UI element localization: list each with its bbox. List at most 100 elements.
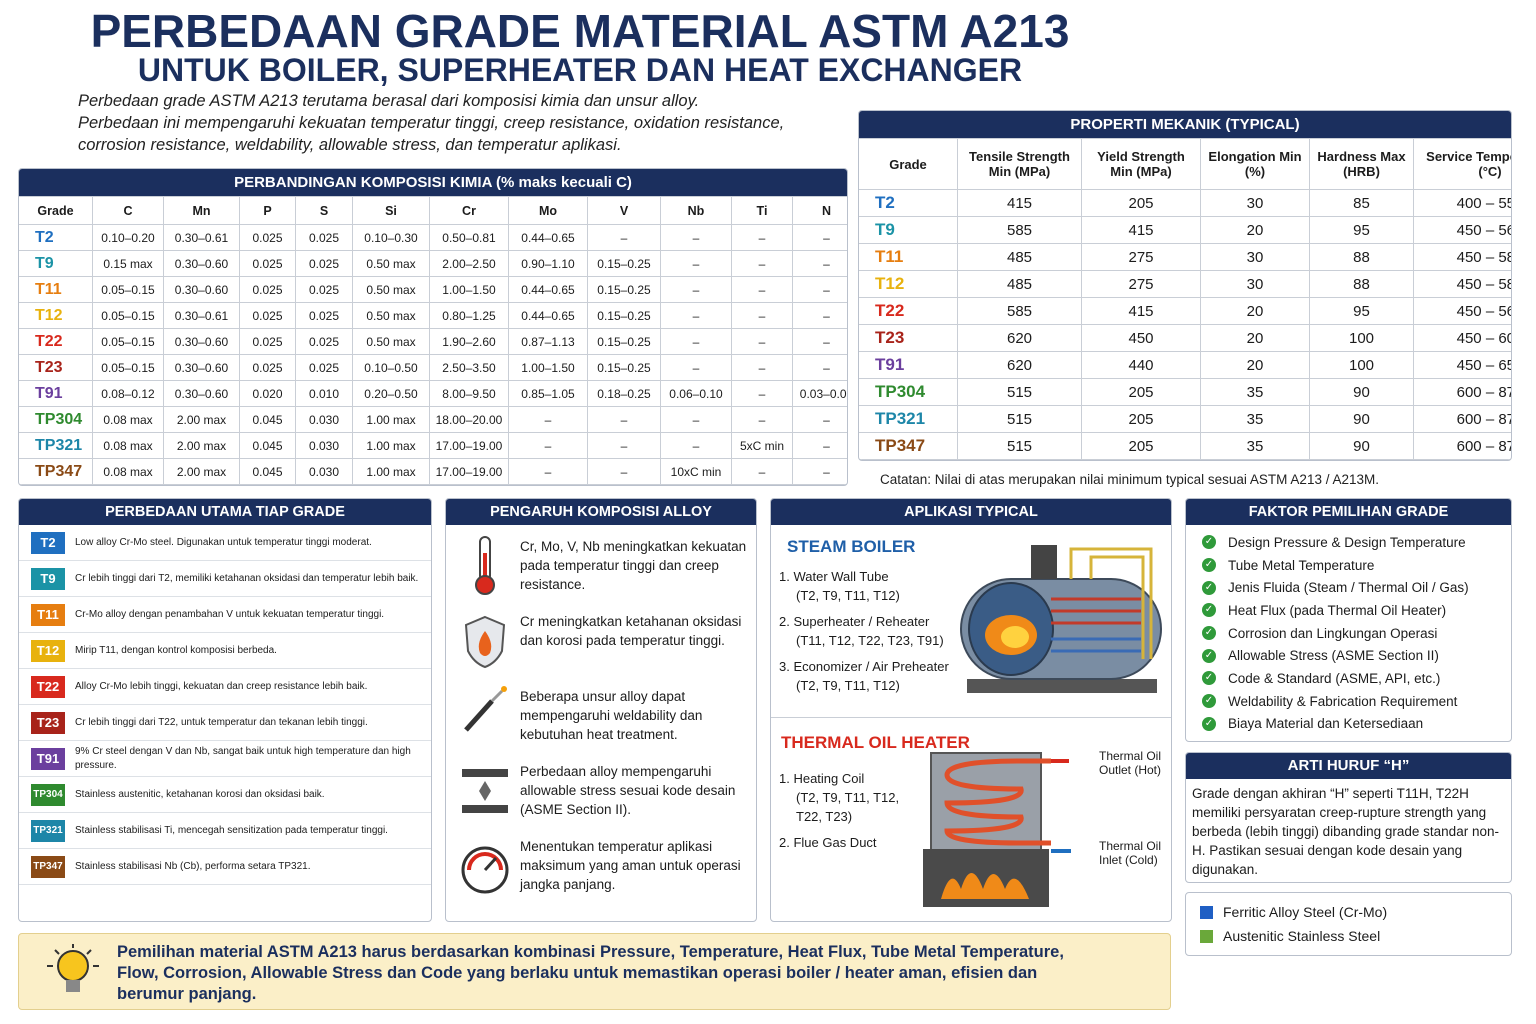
cell: 0.30–0.60 <box>163 328 240 355</box>
factor-text: Biaya Material dan Ketersediaan <box>1228 716 1424 732</box>
alloy-item: Cr, Mo, V, Nb meningkatkan kekuatan pada… <box>520 539 747 592</box>
cell: 0.50 max <box>352 302 430 329</box>
cell: 0.025 <box>295 328 353 355</box>
application-item: 1. Heating Coil (T2, T9, T11, T12, T22, T… <box>779 769 919 826</box>
cell: 30 <box>1200 270 1310 298</box>
cell: – <box>731 302 793 329</box>
steam-list: 1. Water Wall Tube (T2, T9, T11, T12) 2. S… <box>779 567 969 702</box>
grade-cell: TP347 <box>19 458 93 485</box>
difference-text: 9% Cr steel dengan V dan Nb, sangat baik… <box>75 745 411 771</box>
subtitle: UNTUK BOILER, SUPERHEATER DAN HEAT EXCHA… <box>137 52 1023 88</box>
cell: – <box>587 224 661 251</box>
table-row: TP304 0.08 max 2.00 max 0.045 0.030 1.00 max 1… <box>19 406 847 433</box>
cell: 1.00 max <box>352 406 430 433</box>
cell: 0.025 <box>239 354 296 381</box>
cell: 0.20–0.50 <box>352 380 430 407</box>
difference-row: TP304 Stainless austenitic, ketahanan kor… <box>19 777 431 813</box>
alloy-icons <box>461 536 509 894</box>
difference-row: TP321 Stainless stabilisasi Ti, mencegah … <box>19 813 431 849</box>
grade-cell: T11 <box>19 276 93 303</box>
table-row: TP321 0.08 max 2.00 max 0.045 0.030 1.00 max 1… <box>19 432 847 459</box>
column-header: N <box>792 196 847 225</box>
grade-badge: T91 <box>31 747 65 770</box>
cell: – <box>792 354 847 381</box>
grade-cell: T11 <box>859 243 958 271</box>
cell: 620 <box>957 351 1082 379</box>
difference-row: T12 Mirip T11, dengan kontrol komposisi b… <box>19 633 431 669</box>
column-header: P <box>239 196 296 225</box>
cell: 0.50–0.81 <box>429 224 509 251</box>
cell: 450 – 650 <box>1413 351 1511 379</box>
cell: 600 – 870 <box>1413 378 1511 406</box>
cell: 0.05–0.15 <box>92 276 164 303</box>
factor-item: ✓ Code & Standard (ASME, API, etc.) <box>1186 667 1511 690</box>
table-row: T9 0.15 max 0.30–0.60 0.025 0.025 0.50 max 2.0… <box>19 250 847 277</box>
application-item: 1. Water Wall Tube (T2, T9, T11, T12) <box>779 567 969 605</box>
cell: – <box>587 432 661 459</box>
cell: 0.10–0.50 <box>352 354 430 381</box>
cell: 275 <box>1081 243 1201 271</box>
cell: 2.00 max <box>163 458 240 485</box>
mechanical-panel: PROPERTI MEKANIK (TYPICAL) Grade Tensile … <box>858 110 1512 461</box>
cell: 0.44–0.65 <box>508 302 588 329</box>
grade-cell: T91 <box>19 380 93 407</box>
cell: 0.44–0.65 <box>508 224 588 251</box>
cell: 0.15–0.25 <box>587 302 661 329</box>
cell: 620 <box>957 324 1082 352</box>
factor-item: ✓ Jenis Fluida (Steam / Thermal Oil / Gas… <box>1186 576 1511 599</box>
cell: 0.30–0.61 <box>163 224 240 251</box>
grade-cell: T12 <box>859 270 958 298</box>
cell: 35 <box>1200 378 1310 406</box>
gauge-icon <box>461 846 509 894</box>
grade-cell: T9 <box>19 250 93 277</box>
grade-badge: T22 <box>31 675 65 698</box>
cell: – <box>660 250 732 277</box>
column-header: V <box>587 196 661 225</box>
cell: 0.025 <box>239 224 296 251</box>
column-header: S <box>295 196 353 225</box>
outlet-label: Thermal Oil Outlet (Hot) <box>1099 749 1162 777</box>
cell: – <box>587 406 661 433</box>
factors-list: ✓ Design Pressure & Design Temperature ✓ Tu… <box>1186 531 1511 735</box>
grade-badge: TP304 <box>31 783 65 806</box>
cell: 0.025 <box>239 328 296 355</box>
cell: 415 <box>1081 297 1201 325</box>
cell: 88 <box>1309 243 1414 271</box>
cell: 0.030 <box>295 458 353 485</box>
cell: 0.025 <box>239 276 296 303</box>
cell: – <box>731 224 793 251</box>
cell: – <box>660 432 732 459</box>
column-header: Ti <box>731 196 793 225</box>
cell: 450 – 600 <box>1413 324 1511 352</box>
factor-item: ✓ Heat Flux (pada Thermal Oil Heater) <box>1186 599 1511 622</box>
header-row: Grade C Mn P S Si Cr Mo V Nb Ti N <box>19 196 847 225</box>
application-label: 3. Economizer / Air Preheater <box>779 659 949 674</box>
cell: 0.08–0.12 <box>92 380 164 407</box>
cell: 95 <box>1309 216 1414 244</box>
cell: 0.06–0.10 <box>660 380 732 407</box>
grade-cell: T23 <box>19 354 93 381</box>
column-header: Grade <box>19 196 93 225</box>
cell: 0.025 <box>295 302 353 329</box>
cell: 205 <box>1081 405 1201 433</box>
column-header: Mo <box>508 196 588 225</box>
cell: 100 <box>1309 324 1414 352</box>
header-row: Grade Tensile Strength Min (MPa) Yield Str… <box>859 138 1511 190</box>
cell: 0.85–1.05 <box>508 380 588 407</box>
cell: 100 <box>1309 351 1414 379</box>
cell: 450 – 585 <box>1413 243 1511 271</box>
cell: 20 <box>1200 324 1310 352</box>
application-grades: (T2, T9, T11, T12, T22, T23) <box>796 790 900 824</box>
check-icon: ✓ <box>1202 626 1216 641</box>
table-row: T23 0.05–0.15 0.30–0.60 0.025 0.025 0.10–0.50… <box>19 354 847 381</box>
cell: – <box>792 250 847 277</box>
grade-badge: TP347 <box>31 855 65 878</box>
cell: 30 <box>1200 243 1310 271</box>
difference-row: T11 Cr-Mo alloy dengan penambahan V untuk… <box>19 597 431 633</box>
factor-item: ✓ Design Pressure & Design Temperature <box>1186 531 1511 554</box>
cell: 17.00–19.00 <box>429 458 509 485</box>
